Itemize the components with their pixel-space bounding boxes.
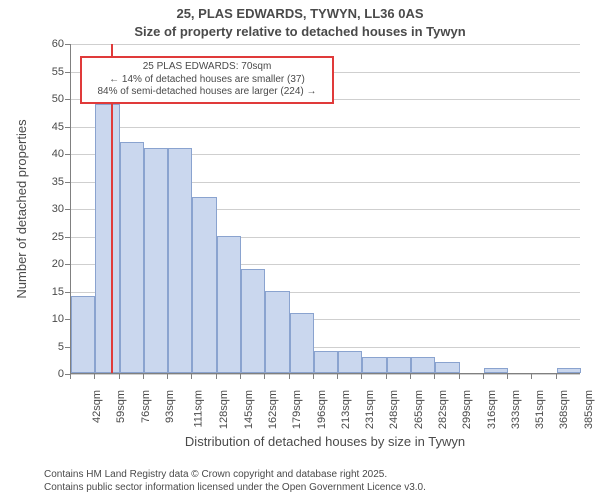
histogram-bar: [168, 148, 192, 374]
y-tick-label: 10: [0, 313, 70, 325]
y-tick-label: 5: [0, 341, 70, 353]
histogram-bar: [338, 351, 362, 373]
x-tick-label: 333sqm: [510, 390, 522, 429]
y-tick-label: 50: [0, 93, 70, 105]
x-tick-mark: [264, 374, 265, 379]
x-tick-label: 111sqm: [193, 390, 205, 428]
x-tick-mark: [191, 374, 192, 379]
histogram-bar: [241, 269, 265, 374]
x-tick-label: 316sqm: [486, 390, 498, 429]
x-tick-label: 351sqm: [534, 390, 546, 429]
gridline-y: [70, 374, 580, 375]
histogram-bar: [120, 142, 144, 373]
histogram-bar: [192, 197, 216, 373]
x-tick-mark: [507, 374, 508, 379]
x-tick-mark: [459, 374, 460, 379]
histogram-bar: [265, 291, 289, 374]
callout-line: ← 14% of detached houses are smaller (37…: [88, 74, 326, 87]
x-tick-mark: [386, 374, 387, 379]
histogram-bar: [362, 357, 386, 374]
histogram-bar: [435, 362, 459, 373]
x-tick-label: 196sqm: [316, 390, 328, 429]
x-tick-label: 265sqm: [413, 390, 425, 429]
footer-attribution: Contains HM Land Registry data © Crown c…: [44, 468, 426, 494]
histogram-bar: [314, 351, 338, 373]
chart-root: 25, PLAS EDWARDS, TYWYN, LL36 0AS Size o…: [0, 0, 600, 500]
histogram-bar: [484, 368, 508, 374]
x-tick-mark: [434, 374, 435, 379]
x-tick-mark: [70, 374, 71, 379]
x-tick-mark: [556, 374, 557, 379]
x-tick-label: 59sqm: [115, 390, 127, 423]
histogram-bar: [290, 313, 314, 374]
histogram-bar: [71, 296, 95, 373]
y-tick-label: 30: [0, 203, 70, 215]
property-callout: 25 PLAS EDWARDS: 70sqm← 14% of detached …: [80, 56, 334, 104]
x-tick-label: 93sqm: [164, 390, 176, 423]
histogram-bar: [217, 236, 241, 374]
x-tick-label: 145sqm: [243, 390, 255, 429]
callout-line: 84% of semi-detached houses are larger (…: [88, 86, 326, 99]
x-tick-label: 248sqm: [389, 390, 401, 429]
x-tick-label: 162sqm: [267, 390, 279, 429]
footer-line-2: Contains public sector information licen…: [44, 481, 426, 494]
x-tick-label: 128sqm: [219, 390, 231, 429]
x-tick-label: 368sqm: [559, 390, 571, 429]
x-tick-mark: [337, 374, 338, 379]
x-tick-mark: [410, 374, 411, 379]
x-tick-label: 385sqm: [583, 390, 595, 429]
y-tick-label: 35: [0, 176, 70, 188]
histogram-bar: [557, 368, 581, 374]
histogram-bar: [95, 104, 119, 374]
y-tick-label: 15: [0, 286, 70, 298]
y-tick-label: 20: [0, 258, 70, 270]
x-tick-mark: [531, 374, 532, 379]
y-tick-label: 40: [0, 148, 70, 160]
y-tick-label: 55: [0, 66, 70, 78]
x-tick-label: 76sqm: [140, 390, 152, 423]
x-tick-label: 42sqm: [91, 390, 103, 423]
y-tick-label: 45: [0, 121, 70, 133]
x-tick-mark: [240, 374, 241, 379]
x-tick-mark: [143, 374, 144, 379]
x-tick-mark: [289, 374, 290, 379]
title-line-2: Size of property relative to detached ho…: [0, 24, 600, 39]
x-tick-mark: [167, 374, 168, 379]
x-tick-mark: [119, 374, 120, 379]
y-tick-label: 0: [0, 368, 70, 380]
x-tick-mark: [483, 374, 484, 379]
x-tick-mark: [94, 374, 95, 379]
x-tick-label: 282sqm: [437, 390, 449, 429]
histogram-bar: [387, 357, 411, 374]
x-tick-mark: [313, 374, 314, 379]
x-axis-label: Distribution of detached houses by size …: [70, 434, 580, 449]
callout-line: 25 PLAS EDWARDS: 70sqm: [88, 61, 326, 74]
histogram-bar: [144, 148, 168, 374]
x-tick-mark: [361, 374, 362, 379]
x-tick-label: 299sqm: [461, 390, 473, 429]
y-tick-label: 25: [0, 231, 70, 243]
title-line-1: 25, PLAS EDWARDS, TYWYN, LL36 0AS: [0, 6, 600, 21]
y-tick-label: 60: [0, 38, 70, 50]
histogram-bar: [411, 357, 435, 374]
x-tick-label: 213sqm: [340, 390, 352, 429]
x-tick-label: 231sqm: [364, 390, 376, 429]
x-tick-mark: [216, 374, 217, 379]
x-tick-label: 179sqm: [291, 390, 303, 429]
footer-line-1: Contains HM Land Registry data © Crown c…: [44, 468, 426, 481]
